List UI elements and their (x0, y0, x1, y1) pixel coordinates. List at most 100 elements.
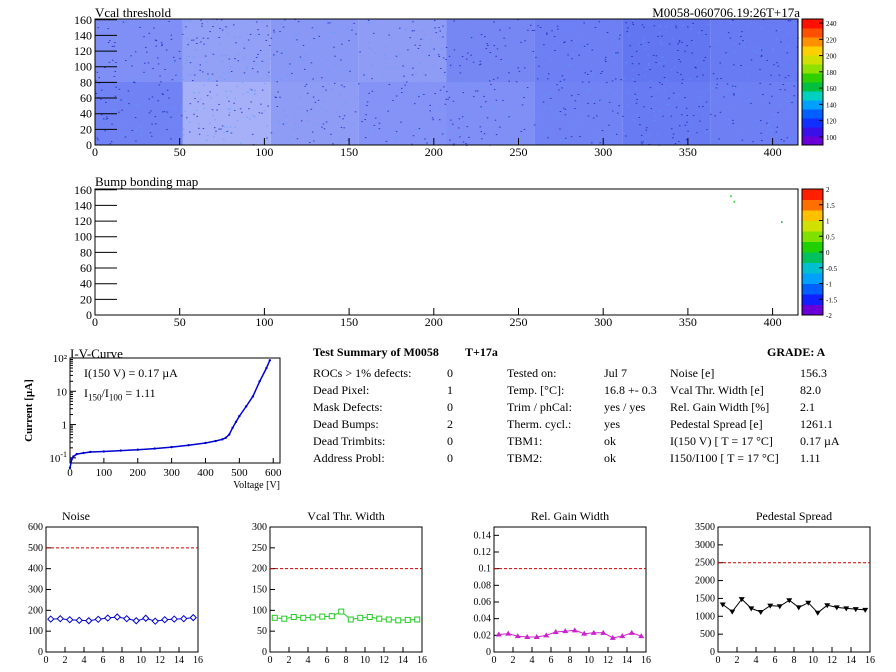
pixel-noise (515, 81, 518, 83)
pixel-noise (440, 67, 442, 69)
iv-y-tick-label: 10-1 (49, 450, 67, 465)
pixel-noise (551, 30, 553, 32)
pixel-noise (283, 19, 285, 21)
pixel-noise (686, 45, 688, 47)
pixel-noise (486, 81, 488, 83)
summary-value: 0 (447, 366, 453, 380)
pixel-noise (588, 44, 591, 46)
pixel-noise (498, 123, 501, 125)
x-tick-label: 300 (594, 145, 612, 159)
x-tick-label: 8 (120, 655, 125, 666)
data-point (142, 614, 150, 622)
x-tick-label: 6 (101, 655, 106, 666)
pixel-noise (462, 141, 465, 143)
pixel-noise (170, 138, 172, 140)
pixel-noise (367, 130, 369, 132)
data-point (824, 603, 831, 609)
pixel-noise (686, 115, 688, 117)
pixel-noise (188, 121, 191, 123)
pixel-noise (459, 80, 461, 82)
y-tick-label: 40 (80, 107, 92, 121)
pixel-noise (682, 24, 685, 26)
pixel-noise (574, 100, 577, 102)
pixel-noise (551, 91, 553, 93)
pixel-noise (123, 100, 126, 102)
y-tick-label: 250 (252, 543, 267, 554)
pixel-noise (112, 38, 114, 40)
pixel-noise (465, 115, 468, 117)
pixel-noise (477, 82, 479, 84)
series-line (274, 611, 418, 621)
pixel-noise (620, 79, 622, 81)
pixel-noise (611, 134, 613, 136)
pixel-noise (100, 71, 102, 73)
pixel-noise (161, 43, 163, 45)
pixel-noise (276, 81, 278, 83)
summary-value: 16.8 +- 0.3 (604, 383, 657, 397)
pixel-noise (645, 129, 648, 131)
pixel-noise (603, 93, 606, 95)
pixel-noise (500, 59, 502, 61)
palette-cell (802, 231, 823, 242)
pixel-noise (743, 41, 746, 43)
pixel-noise (746, 25, 749, 27)
pixel-noise (795, 82, 798, 84)
pixel-noise (276, 51, 278, 53)
palette-cell (802, 100, 823, 110)
pixel-noise (429, 43, 432, 45)
pixel-noise (98, 77, 100, 79)
pixel-noise (681, 114, 683, 116)
pixel-noise (634, 93, 637, 95)
pixel-noise (235, 42, 237, 44)
pixel-noise (431, 29, 433, 31)
pixel-noise (274, 96, 277, 98)
pixel-noise (261, 60, 264, 62)
pixel-noise (773, 64, 775, 66)
pixel-noise (627, 35, 630, 37)
palette-tick-label: 0.5 (826, 233, 835, 241)
pixel-noise (444, 103, 447, 105)
bump-map-title: Bump bonding map (95, 174, 199, 189)
pixel-noise (202, 37, 205, 39)
pixel-noise (306, 59, 309, 61)
pixel-noise (499, 126, 501, 128)
pixel-noise (131, 129, 134, 131)
pixel-noise (274, 79, 276, 81)
pixel-noise (681, 82, 683, 84)
pixel-noise (342, 118, 344, 120)
summary-label: Temp. [°C]: (507, 383, 565, 397)
pixel-noise (426, 86, 428, 88)
pixel-noise (295, 34, 297, 36)
chip-block (358, 19, 447, 82)
pixel-noise (677, 141, 680, 143)
pixel-noise (243, 47, 246, 49)
x-tick-label: 2 (287, 655, 292, 666)
pixel-noise (219, 27, 221, 29)
pixel-noise (453, 49, 456, 51)
x-tick-label: 200 (425, 145, 443, 159)
pixel-noise (465, 69, 468, 71)
pixel-noise (764, 98, 766, 100)
pixel-noise (130, 137, 132, 139)
pixel-noise (320, 91, 322, 93)
pixel-noise (470, 54, 472, 56)
pixel-noise (698, 106, 700, 108)
x-tick-label: 10 (584, 655, 594, 666)
pixel-noise (502, 99, 504, 101)
pixel-noise (422, 101, 425, 103)
pixel-noise (487, 35, 489, 37)
pixel-noise (503, 37, 505, 39)
y-tick-label: 60 (80, 261, 92, 275)
chart-frame (45, 526, 199, 653)
pixel-noise (344, 101, 346, 103)
x-tick-label: 50 (174, 315, 186, 329)
x-tick-label: 2 (63, 655, 68, 666)
pixel-noise (665, 26, 668, 28)
pixel-noise (547, 93, 550, 95)
pixel-noise (241, 82, 244, 84)
x-tick-label: 200 (425, 315, 443, 329)
pixel-noise (395, 108, 397, 110)
pixel-noise (732, 66, 735, 68)
pixel-noise (402, 80, 404, 82)
data-point (309, 614, 316, 621)
